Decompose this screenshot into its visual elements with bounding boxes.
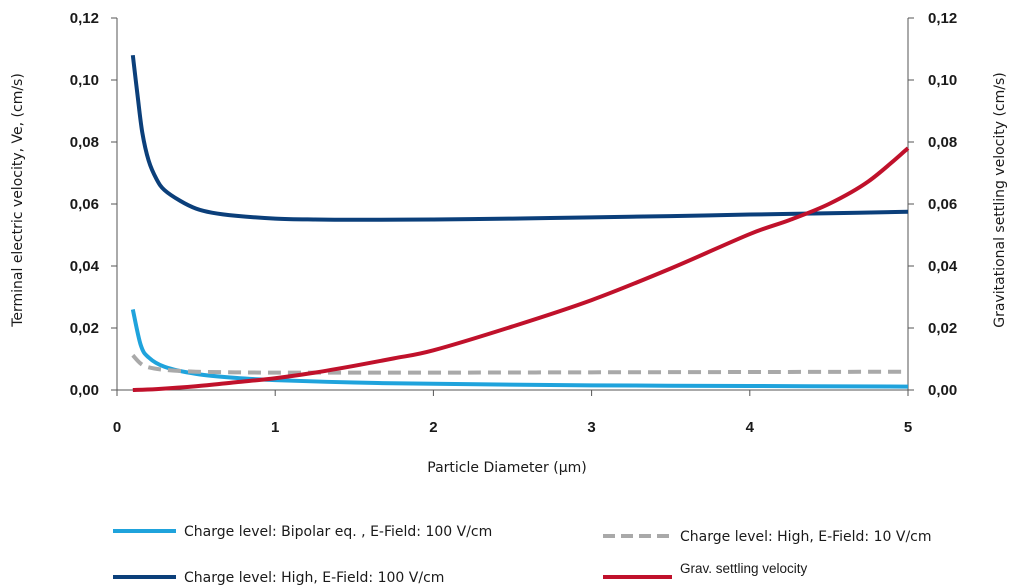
x-axis-title: Particle Diameter (µm) (427, 460, 586, 476)
legend-label-grav: Grav. settling velocity (680, 561, 808, 576)
legend-label-high-100: Charge level: High, E-Field: 100 V/cm (184, 570, 444, 586)
x-tick-label: 3 (587, 419, 595, 436)
high-10-line (131, 353, 909, 375)
x-tick-label: 5 (904, 419, 912, 436)
legend-label-high-10: Charge level: High, E-Field: 10 V/cm (680, 529, 932, 545)
right-y-tick-labels: 0,00 0,02 0,04 0,06 0,08 0,10 0,12 (928, 10, 958, 399)
left-y-axis-title: Terminal electric velocity, Ve, (cm/s) (10, 73, 26, 328)
x-tick-label: 1 (271, 419, 279, 436)
right-y-tick-label: 0,02 (928, 320, 957, 337)
right-y-tick-label: 0,06 (928, 196, 957, 213)
legend-item-bipolar-100: Charge level: Bipolar eq. , E-Field: 100… (113, 524, 492, 540)
right-y-tick-label: 0,12 (928, 10, 957, 27)
left-y-tick-label: 0,08 (70, 134, 99, 151)
right-y-tick-label: 0,10 (928, 72, 957, 89)
left-y-tick-label: 0,02 (70, 320, 99, 337)
right-y-tick-label: 0,00 (928, 382, 957, 399)
left-y-tick-label: 0,10 (70, 72, 99, 89)
high-100-line (130, 54, 909, 222)
x-tick-label: 2 (429, 419, 437, 436)
left-y-tick-label: 0,06 (70, 196, 99, 213)
left-y-tick-labels: 0,00 0,02 0,04 0,06 0,08 0,10 0,12 (70, 10, 100, 399)
bipolar-100-line (130, 308, 909, 389)
grav-settling-line (132, 146, 910, 392)
left-y-tick-label: 0,00 (70, 382, 99, 399)
x-tick-label: 0 (113, 419, 121, 436)
left-y-tick-label: 0,04 (70, 258, 100, 275)
legend-item-grav: Grav. settling velocity (603, 561, 808, 579)
right-y-axis-title: Gravitational settling velocity (cm/s) (992, 72, 1008, 327)
x-tick-labels: 0 1 2 3 4 5 (113, 419, 912, 436)
series-lines (130, 54, 910, 392)
legend-item-high-100: Charge level: High, E-Field: 100 V/cm (113, 570, 444, 586)
axes (111, 17, 914, 396)
legend-label-bipolar-100: Charge level: Bipolar eq. , E-Field: 100… (184, 524, 492, 540)
x-tick-label: 4 (746, 419, 755, 436)
right-y-tick-label: 0,04 (928, 258, 958, 275)
legend-item-high-10: Charge level: High, E-Field: 10 V/cm (603, 529, 932, 545)
left-y-tick-label: 0,12 (70, 10, 99, 27)
right-y-tick-label: 0,08 (928, 134, 957, 151)
legend: Charge level: Bipolar eq. , E-Field: 100… (113, 524, 932, 586)
